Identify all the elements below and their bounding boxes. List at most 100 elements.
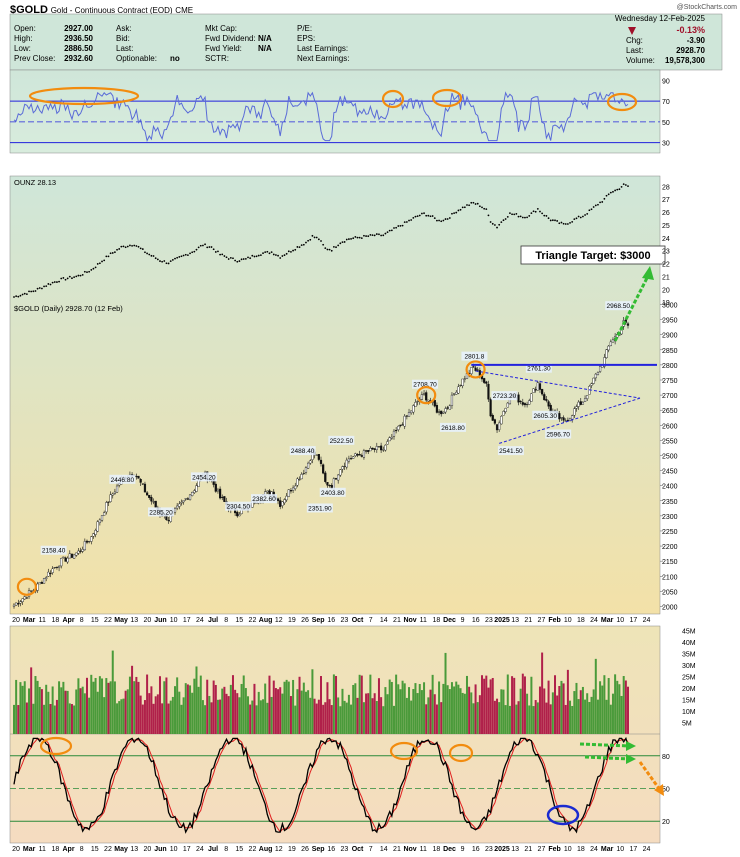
volume-bar: [465, 675, 468, 734]
ounz-point: [281, 255, 284, 257]
x-axis-label: 22: [249, 617, 257, 624]
volume-bar: [298, 676, 301, 734]
volume-bar: [324, 702, 327, 734]
candle-body: [283, 499, 286, 504]
candle-body: [356, 454, 359, 456]
annotation-bg: [190, 472, 217, 482]
volume-bar: [124, 690, 127, 734]
ounz-point: [582, 215, 584, 218]
rsi-tick: 90: [662, 78, 670, 85]
volume-bar: [508, 705, 511, 734]
volume-bar: [618, 684, 621, 734]
volume-bar: [463, 693, 466, 734]
ounz-point: [622, 183, 625, 186]
candle-body: [592, 377, 595, 384]
volume-bar: [345, 702, 348, 734]
x-axis-label: 10: [616, 617, 624, 624]
ounz-point: [330, 249, 333, 252]
osc-panel: [9, 625, 661, 844]
ounz-point: [468, 204, 471, 207]
x-axis-label: 20: [143, 617, 151, 624]
volume-bar: [384, 687, 387, 734]
volume-bar: [85, 677, 88, 734]
x-axis-label: Feb: [548, 617, 560, 624]
volume-bar: [455, 681, 458, 734]
candle-body: [354, 453, 357, 457]
x-axis-label: Oct: [352, 846, 364, 853]
ounz-point: [618, 188, 621, 191]
ounz-point: [244, 257, 247, 260]
volume-bar: [163, 681, 166, 734]
ounz-tick: 24: [662, 236, 670, 243]
volume-bar: [377, 678, 380, 734]
chart-header: $GOLD Gold - Continuous Contract (EOD) C…: [10, 4, 193, 16]
volume-bar: [541, 652, 544, 734]
candle-body: [53, 567, 56, 569]
candle-body: [49, 573, 52, 575]
volume-bar: [622, 676, 625, 734]
candle-body: [12, 604, 16, 607]
ounz-point: [500, 221, 503, 224]
quote-label: Next Earnings:: [297, 54, 349, 63]
ounz-point: [429, 215, 432, 218]
candle-body: [500, 415, 503, 425]
ounz-point: [191, 251, 194, 254]
candle-body: [17, 602, 20, 605]
ounz-point: [165, 262, 168, 265]
volume-bar: [240, 683, 243, 734]
ounz-point: [270, 251, 273, 253]
volume-bar: [109, 681, 112, 734]
ounz-tick: 19: [662, 300, 670, 307]
volume-bar: [171, 696, 174, 734]
ounz-point: [262, 252, 264, 255]
volume-bar: [627, 686, 629, 734]
x-axis-label: 16: [472, 617, 480, 624]
ounz-point: [539, 210, 541, 213]
ounz-point: [178, 256, 181, 258]
volume-bar: [343, 700, 346, 734]
candle-body: [541, 388, 544, 395]
ounz-point: [45, 285, 48, 288]
candle-body: [88, 541, 91, 543]
candle-body: [79, 550, 82, 552]
volume-tick: 45M: [682, 629, 696, 636]
volume-bar: [403, 683, 406, 734]
quote-label: Fwd Yield:: [205, 44, 242, 53]
price-tick: 2900: [662, 333, 678, 340]
x-axis-label: Dec: [443, 846, 456, 853]
ounz-point: [204, 243, 206, 246]
ounz-point: [558, 222, 561, 225]
quote-date: Wednesday 12-Feb-2025: [615, 14, 706, 23]
candle-body: [491, 414, 494, 421]
volume-bar: [268, 675, 271, 734]
candle-body: [605, 349, 608, 359]
volume-bar: [92, 681, 95, 734]
price-tick: 2150: [662, 559, 678, 566]
ounz-point: [186, 254, 189, 257]
ounz-point: [17, 295, 20, 298]
ounz-tick: 26: [662, 210, 670, 217]
volume-bar: [614, 674, 617, 734]
candle-body: [309, 460, 312, 464]
candle-body: [21, 598, 24, 603]
ounz-point: [485, 208, 488, 211]
volume-bar: [313, 698, 316, 734]
ounz-point: [524, 216, 526, 219]
candle-body: [38, 582, 41, 585]
ounz-point: [41, 287, 43, 290]
x-axis-label: 22: [104, 617, 112, 624]
ounz-point: [345, 238, 348, 241]
quote-label: Last Earnings:: [297, 44, 348, 53]
ounz-point: [60, 277, 63, 280]
ounz-point: [300, 244, 303, 247]
ounz-point: [579, 216, 582, 219]
ounz-point: [410, 219, 413, 221]
candle-body: [525, 404, 529, 406]
candle-body: [150, 497, 153, 502]
rsi-panel: [9, 69, 661, 154]
ounz-point: [146, 252, 149, 255]
stoch-tick: 50: [662, 787, 670, 794]
ounz-point: [365, 235, 367, 237]
volume-bar: [571, 705, 574, 734]
candle-body: [62, 556, 65, 558]
